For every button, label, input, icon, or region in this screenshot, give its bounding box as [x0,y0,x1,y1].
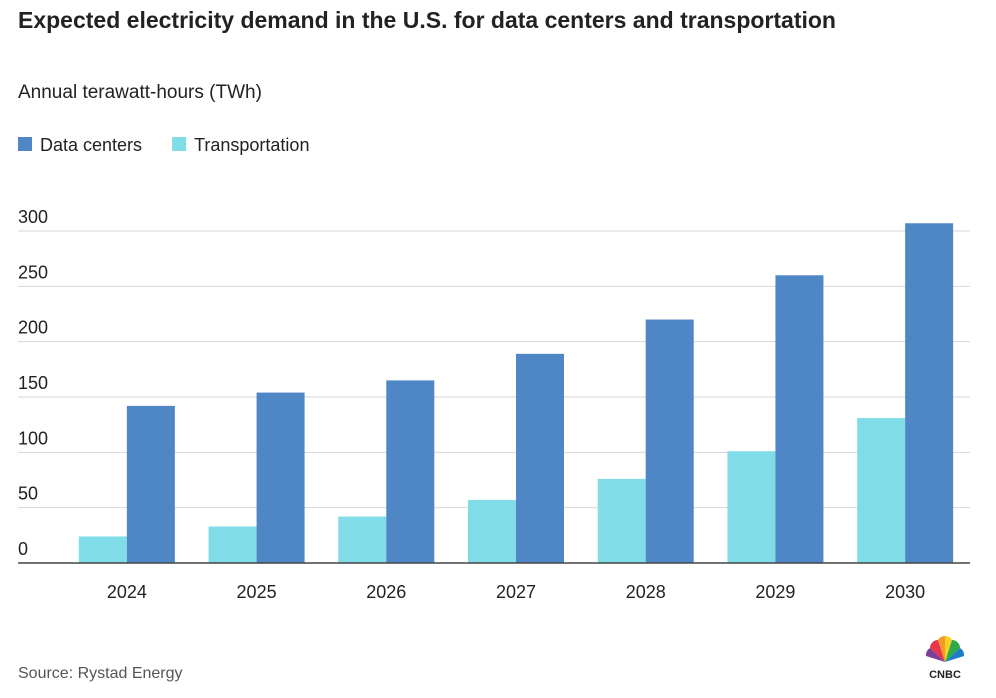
y-tick-label: 300 [18,207,48,227]
bar [905,223,954,563]
bar [645,319,694,563]
x-tick-label: 2025 [237,582,277,602]
legend-swatch [172,137,187,151]
bar [727,451,776,563]
chart-subtitle: Annual terawatt-hours (TWh) [18,82,262,103]
bar [597,478,646,563]
logo: CNBC [925,635,965,681]
bar [775,275,824,563]
x-tick-label: 2027 [496,582,536,602]
bar [516,353,564,563]
legend-label: Data centers [40,135,142,155]
bar [386,380,435,563]
y-tick-label: 0 [18,539,28,559]
y-tick-label: 250 [18,262,48,282]
y-tick-label: 200 [18,318,48,338]
y-tick-label: 100 [18,428,48,448]
x-tick-label: 2028 [626,582,666,602]
bar [256,392,305,563]
x-tick-label: 2026 [366,582,406,602]
logo-text: CNBC [929,669,961,681]
bar [857,418,906,563]
bar [338,516,387,563]
y-tick-label: 50 [18,484,38,504]
bar [468,499,516,563]
legend-swatch [18,137,32,151]
bar [78,536,127,563]
source: Source: Rystad Energy [18,665,183,682]
chart-title: Expected electricity demand in the U.S. … [18,7,836,33]
y-tick-label: 150 [18,373,48,393]
x-tick-label: 2030 [885,582,925,602]
bar [208,526,257,563]
x-tick-label: 2024 [107,582,147,602]
legend-label: Transportation [194,135,309,155]
x-tick-label: 2029 [755,582,795,602]
bar [126,405,175,563]
